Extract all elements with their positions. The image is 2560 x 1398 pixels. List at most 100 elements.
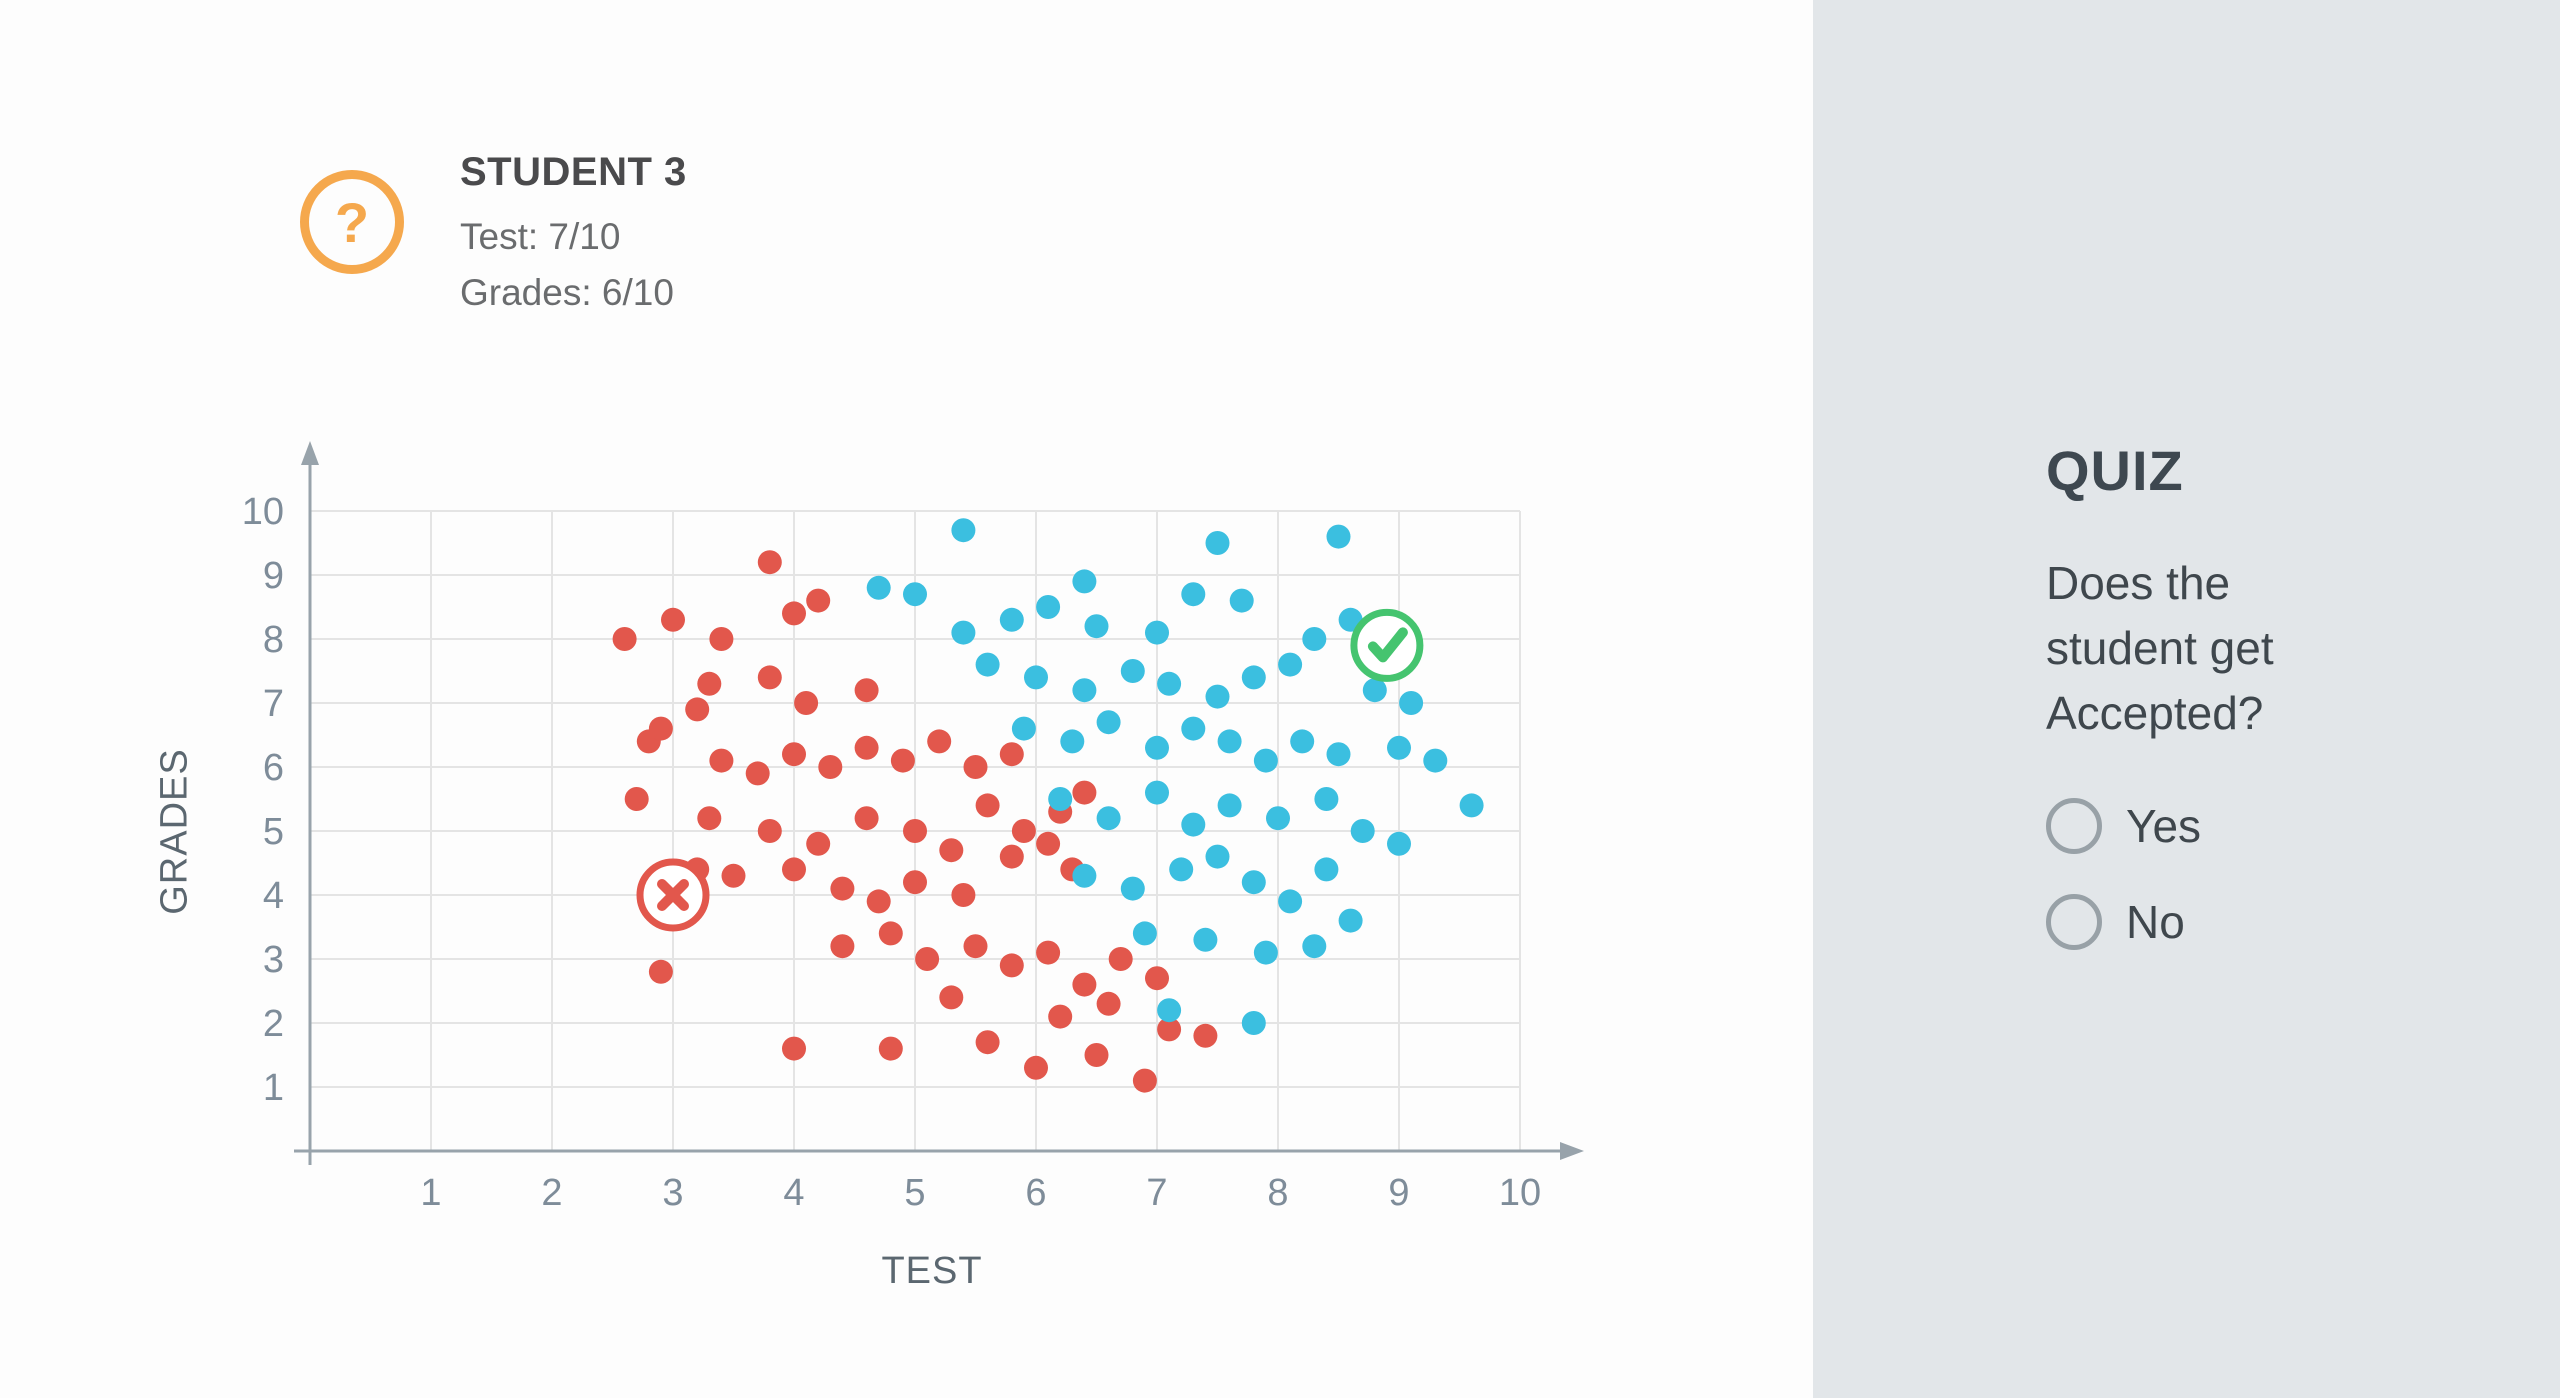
accepted-point [1157, 671, 1182, 696]
rejected-point [757, 819, 782, 843]
rejected-point [878, 921, 903, 946]
accepted-point [951, 620, 976, 645]
radio-label-yes: Yes [2126, 800, 2202, 852]
accepted-point [1253, 940, 1278, 965]
rejected-point [878, 1036, 903, 1061]
rejected-point [890, 748, 915, 773]
rejected-point [903, 819, 927, 843]
y-tick-label: 7 [263, 683, 284, 725]
rejected-point [745, 761, 770, 786]
accepted-point [1362, 678, 1387, 703]
accepted-point [1024, 665, 1048, 690]
rejected-point [1084, 1043, 1109, 1067]
accepted-point [1205, 844, 1230, 869]
accepted-point [1459, 793, 1484, 818]
radio-circle-icon[interactable] [2046, 798, 2102, 854]
accepted-point [1326, 742, 1351, 767]
y-tick-label: 1 [263, 1067, 284, 1109]
rejected-point [1011, 819, 1036, 843]
rejected-point [951, 883, 976, 907]
accepted-point [1096, 710, 1121, 735]
rejected-point [1108, 947, 1133, 971]
accepted-point [1399, 691, 1424, 715]
accepted-point [903, 582, 927, 607]
accepted-point [866, 575, 891, 600]
rejected-point [999, 953, 1024, 978]
rejected-point [709, 748, 734, 773]
rejected-point [661, 607, 685, 632]
x-tick-label: 1 [420, 1172, 441, 1214]
accepted-point [1314, 857, 1339, 882]
accepted-point [1157, 998, 1182, 1023]
student-info-card: ? STUDENT 3 Test: 7/10 Grades: 6/10 [300, 150, 687, 321]
scatter-chart-svg: 1 2 3 4 5 6 7 8 9 10 1 2 3 4 5 6 7 8 9 10 [242, 441, 1584, 1214]
accepted-point [1169, 857, 1194, 882]
rejected-point [963, 934, 988, 959]
rejected-point [854, 678, 879, 703]
rejected-point [806, 588, 831, 613]
rejected-point [927, 729, 952, 754]
y-tick-label: 8 [263, 619, 284, 661]
scatter-chart: 1 2 3 4 5 6 7 8 9 10 1 2 3 4 5 6 7 8 9 10 TEST GRADES [120, 420, 1640, 1340]
rejected-point [806, 831, 831, 856]
rejected-point [1132, 1068, 1157, 1093]
quiz-question: Does the student get Accepted? [2046, 557, 2274, 739]
radio-circle-icon[interactable] [2046, 894, 2102, 950]
radio-label-no: No [2126, 896, 2185, 948]
y-axis-arrow-icon [301, 441, 319, 465]
accepted-point [1217, 729, 1242, 754]
accepted-point [1193, 927, 1218, 952]
accepted-point [1072, 569, 1097, 594]
accepted-point [1241, 1011, 1266, 1035]
accepted-point [1120, 876, 1145, 901]
x-tick-label: 5 [904, 1172, 925, 1214]
accepted-point [1205, 684, 1230, 709]
accepted-point [1072, 863, 1097, 888]
accepted-point [1350, 819, 1375, 843]
accepted-point [1241, 665, 1266, 690]
rejected-point [697, 671, 722, 696]
check-icon [1367, 627, 1408, 663]
rejected-point [830, 876, 855, 901]
x-tick-label: 7 [1146, 1172, 1167, 1214]
rejected-point [624, 787, 649, 811]
x-tick-label: 9 [1388, 1172, 1409, 1214]
rejected-point [999, 742, 1024, 767]
rejected-point [975, 793, 1000, 818]
quiz-content: QUIZ Does the student get Accepted? Yes … [2046, 438, 2536, 990]
radio-option-no[interactable]: No [2046, 894, 2536, 950]
rejected-point [1036, 940, 1061, 965]
rejected-point [782, 742, 806, 767]
accepted-point [1120, 659, 1145, 683]
rejected-point [721, 863, 746, 888]
accepted-point [1314, 787, 1339, 811]
rejected-point [648, 716, 673, 741]
rejected-point [1048, 1004, 1073, 1029]
student-grades-score: Grades: 6/10 [460, 272, 674, 313]
accepted-point [1278, 652, 1303, 677]
x-tick-label: 2 [541, 1172, 562, 1214]
rejected-point [782, 857, 806, 882]
accepted-point [1338, 908, 1363, 933]
accepted-point [1302, 627, 1327, 651]
rejected-point [975, 1030, 1000, 1055]
accepted-point [1145, 780, 1169, 805]
rejected-point [697, 806, 722, 831]
x-axis-arrow-icon [1560, 1142, 1584, 1160]
accepted-point [1387, 831, 1411, 856]
rejected-point [830, 934, 855, 959]
rejected-point [757, 550, 782, 575]
rejected-point [794, 691, 819, 715]
accepted-point [1036, 595, 1061, 619]
accepted-point [1181, 716, 1206, 741]
radio-option-yes[interactable]: Yes [2046, 798, 2536, 854]
rejected-point [685, 697, 710, 722]
x-tick-label: 8 [1267, 1172, 1288, 1214]
x-tick-label: 6 [1025, 1172, 1046, 1214]
y-tick-label: 9 [263, 555, 284, 597]
accepted-point [1266, 806, 1290, 831]
x-tick-label: 10 [1499, 1172, 1541, 1214]
accepted-point [1423, 748, 1448, 773]
y-tick-label: 3 [263, 939, 284, 981]
accepted-point [1278, 889, 1303, 914]
